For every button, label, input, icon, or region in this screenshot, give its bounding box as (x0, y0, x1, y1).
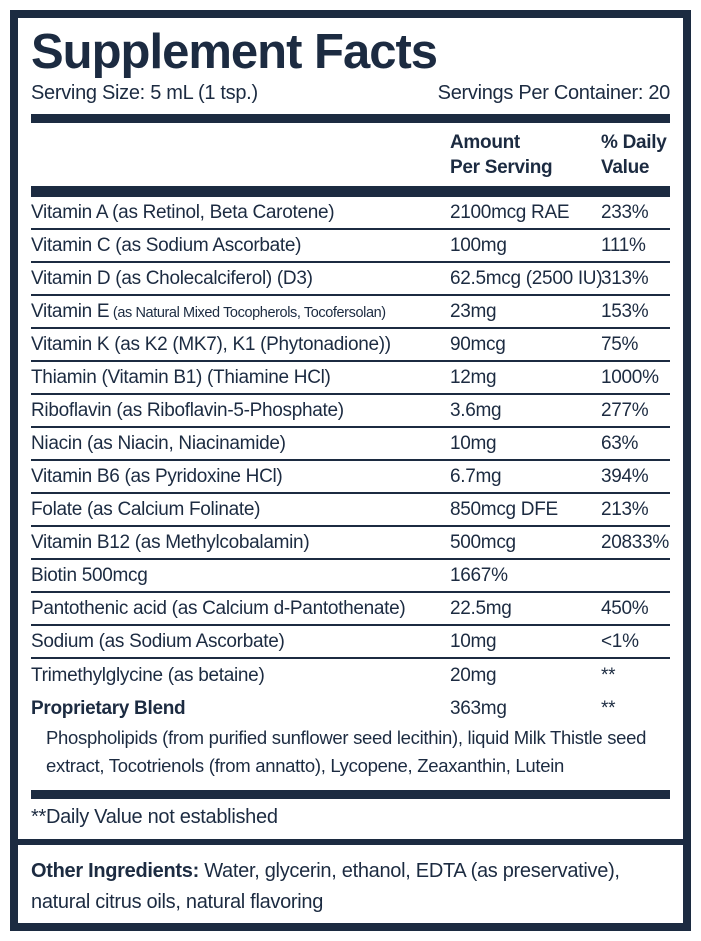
nutrient-row: Sodium (as Sodium Ascorbate) 10mg <1% (31, 626, 670, 660)
serving-size: Serving Size: 5 mL (1 tsp.) (31, 81, 258, 104)
nutrient-name: Sodium (as Sodium Ascorbate) (31, 630, 285, 652)
nutrient-daily-value: 111% (601, 234, 646, 256)
nutrient-name: Folate (as Calcium Folinate) (31, 498, 261, 520)
nutrient-amount: 90mcg (450, 333, 506, 355)
column-header-amount: Amount Per Serving (450, 131, 553, 178)
nutrient-name: Pantothenic acid (as Calcium d-Pantothen… (31, 597, 406, 619)
nutrient-row: Pantothenic acid (as Calcium d-Pantothen… (31, 593, 670, 627)
nutrient-daily-value: 75% (601, 333, 639, 355)
nutrient-amount: 62.5mcg (2500 IU) (450, 267, 603, 289)
panel-title: Supplement Facts (31, 25, 438, 79)
nutrient-row: Biotin 500mcg 1667% (31, 560, 670, 594)
other-ingredients-section: Other Ingredients: Water, glycerin, etha… (18, 838, 683, 923)
nutrient-daily-value: ** (601, 697, 616, 719)
facts-section: Supplement Facts Serving Size: 5 mL (1 t… (18, 18, 683, 839)
divider-bar-top (31, 113, 670, 123)
daily-value-footnote: **Daily Value not established (31, 805, 278, 828)
nutrient-amount: 2100mcg RAE (450, 201, 570, 223)
nutrient-amount: 3.6mg (450, 399, 502, 421)
nutrient-name: Riboflavin (as Riboflavin-5-Phosphate) (31, 399, 344, 421)
divider-bar-bottom (31, 789, 670, 799)
nutrient-daily-value: 394% (601, 465, 649, 487)
nutrient-name: Vitamin C (as Sodium Ascorbate) (31, 234, 302, 256)
nutrient-daily-value: 450% (601, 597, 649, 619)
nutrient-name: Vitamin K (as K2 (MK7), K1 (Phytonadione… (31, 333, 391, 355)
serving-info-row: Serving Size: 5 mL (1 tsp.) Servings Per… (31, 79, 670, 114)
nutrient-row: Trimethylglycine (as betaine) 20mg ** (31, 659, 670, 692)
nutrient-daily-value: 313% (601, 267, 649, 289)
nutrient-daily-value: 153% (601, 300, 649, 322)
nutrient-daily-value: 213% (601, 498, 649, 520)
nutrient-amount: 100mg (450, 234, 507, 256)
nutrient-row: Vitamin A (as Retinol, Beta Carotene) 21… (31, 197, 670, 231)
nutrient-daily-value: 63% (601, 432, 639, 454)
nutrient-name: Vitamin D (as Cholecalciferol) (D3) (31, 267, 313, 289)
nutrient-amount: 12mg (450, 366, 497, 388)
nutrient-row: Vitamin C (as Sodium Ascorbate) 100mg 11… (31, 230, 670, 264)
nutrient-row: Vitamin E (as Natural Mixed Tocopherols,… (31, 296, 670, 330)
nutrient-name: Trimethylglycine (as betaine) (31, 664, 265, 686)
nutrient-amount: 10mg (450, 432, 497, 454)
nutrient-daily-value: 1000% (601, 366, 659, 388)
nutrient-amount: 20mg (450, 664, 497, 686)
nutrient-amount: 850mcg DFE (450, 498, 558, 520)
nutrient-name: Vitamin B12 (as Methylcobalamin) (31, 531, 310, 553)
proprietary-blend-description: Phospholipids (from purified sunflower s… (46, 727, 647, 777)
nutrient-name: Niacin (as Niacin, Niacinamide) (31, 432, 286, 454)
nutrient-amount: 6.7mg (450, 465, 502, 487)
divider-bar-headers (31, 186, 670, 198)
nutrient-name: Vitamin B6 (as Pyridoxine HCl) (31, 465, 283, 487)
nutrient-amount: 500mcg (450, 531, 516, 553)
nutrient-amount: 363mg (450, 697, 507, 719)
servings-per-container: Servings Per Container: 20 (437, 81, 671, 104)
nutrient-daily-value: ** (601, 664, 616, 686)
nutrient-row: Riboflavin (as Riboflavin-5-Phosphate) 3… (31, 395, 670, 429)
nutrient-daily-value: 277% (601, 399, 649, 421)
nutrient-amount: 22.5mg (450, 597, 512, 619)
other-ingredients-text: Water, glycerin, ethanol, EDTA (as prese… (31, 859, 620, 913)
nutrient-daily-value: <1% (601, 630, 639, 652)
column-header-daily-value: % Daily Value (601, 131, 667, 178)
nutrient-name: Vitamin A (as Retinol, Beta Carotene) (31, 201, 335, 223)
nutrient-rows: Vitamin A (as Retinol, Beta Carotene) 21… (31, 197, 670, 692)
nutrient-name: Vitamin E (as Natural Mixed Tocopherols,… (31, 300, 386, 322)
nutrient-row: Thiamin (Vitamin B1) (Thiamine HCl) 12mg… (31, 362, 670, 396)
nutrient-name: Biotin 500mcg (31, 564, 148, 586)
nutrient-name: Proprietary Blend (31, 697, 186, 719)
column-headers: Amount Per Serving % Daily Value (31, 123, 670, 186)
nutrient-daily-value: 233% (601, 201, 649, 223)
nutrient-daily-value: 20833% (601, 531, 669, 553)
supplement-facts-panel: Supplement Facts Serving Size: 5 mL (1 t… (10, 10, 691, 931)
nutrient-row: Folate (as Calcium Folinate) 850mcg DFE … (31, 494, 670, 528)
nutrient-amount: 23mg (450, 300, 497, 322)
nutrient-name: Thiamin (Vitamin B1) (Thiamine HCl) (31, 366, 331, 388)
nutrient-amount: 1667% (450, 564, 508, 586)
nutrient-row: Vitamin D (as Cholecalciferol) (D3) 62.5… (31, 263, 670, 297)
proprietary-blend-row: Proprietary Blend 363mg ** (31, 693, 670, 724)
nutrient-row: Vitamin K (as K2 (MK7), K1 (Phytonadione… (31, 329, 670, 363)
nutrient-row: Vitamin B6 (as Pyridoxine HCl) 6.7mg 394… (31, 461, 670, 495)
other-ingredients-label: Other Ingredients: (31, 859, 199, 882)
nutrient-row: Niacin (as Niacin, Niacinamide) 10mg 63% (31, 428, 670, 462)
nutrient-row: Vitamin B12 (as Methylcobalamin) 500mcg … (31, 527, 670, 561)
nutrient-amount: 10mg (450, 630, 497, 652)
